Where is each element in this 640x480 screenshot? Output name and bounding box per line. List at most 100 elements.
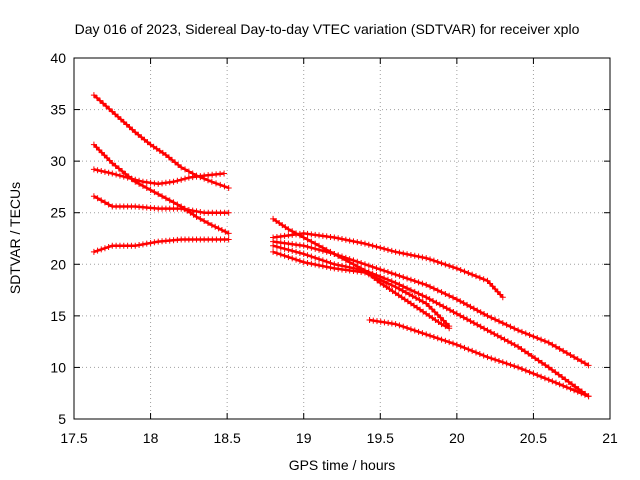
data-point: [508, 340, 515, 347]
data-point: [342, 254, 349, 261]
data-point: [113, 171, 120, 178]
data-point: [396, 249, 403, 256]
data-point: [388, 247, 395, 254]
data-point: [166, 179, 173, 186]
data-point: [105, 201, 112, 208]
data-point: [201, 217, 208, 224]
data-point: [342, 236, 349, 243]
data-point: [414, 304, 421, 311]
data-point: [392, 248, 399, 255]
data-point: [155, 191, 162, 198]
data-point: [440, 317, 447, 324]
data-point: [323, 248, 330, 255]
data-point: [530, 333, 537, 340]
data-point: [528, 352, 535, 359]
data-point: [365, 271, 372, 278]
data-point: [404, 298, 411, 305]
data-point: [484, 277, 491, 284]
data-point: [423, 310, 430, 317]
data-point: [388, 270, 395, 277]
data-point: [410, 302, 417, 309]
data-point: [465, 270, 472, 277]
data-point: [166, 197, 173, 204]
data-point: [555, 371, 562, 378]
data-point: [304, 236, 311, 243]
data-point: [178, 176, 185, 183]
data-point: [409, 293, 416, 300]
data-point: [213, 180, 220, 187]
data-point: [300, 230, 307, 237]
data-point: [276, 220, 283, 227]
data-point: [515, 327, 522, 334]
data-point: [492, 316, 499, 323]
data-point: [381, 278, 388, 285]
data-point: [491, 330, 498, 337]
data-point: [300, 242, 307, 249]
data-point: [319, 263, 326, 270]
data-point: [386, 286, 393, 293]
data-point: [331, 250, 338, 257]
data-point: [143, 240, 150, 247]
data-point: [323, 263, 330, 270]
data-point: [501, 336, 508, 343]
data-point: [304, 230, 311, 237]
data-point: [225, 230, 232, 237]
series-track-11: [366, 316, 592, 400]
data-point: [484, 327, 491, 334]
data-point: [503, 360, 510, 367]
data-point: [339, 266, 345, 273]
data-point: [419, 292, 426, 299]
data-point: [373, 274, 380, 281]
data-point: [327, 233, 334, 240]
data-point: [467, 303, 474, 310]
data-point: [308, 238, 315, 245]
data-point: [559, 374, 566, 381]
data-point: [178, 164, 185, 171]
data-point: [381, 319, 388, 326]
data-point: [426, 312, 433, 319]
data-point: [411, 278, 418, 285]
data-point: [446, 339, 453, 346]
data-point: [406, 291, 413, 298]
data-point: [477, 323, 484, 330]
data-point: [419, 254, 426, 261]
data-point: [552, 369, 559, 376]
data-point: [197, 209, 204, 216]
data-point: [365, 262, 372, 269]
data-point: [377, 318, 384, 325]
data-point: [474, 321, 481, 328]
data-point: [308, 244, 315, 251]
data-point: [498, 334, 505, 341]
data-point: [285, 226, 292, 233]
data-point: [436, 301, 443, 308]
data-point: [331, 265, 338, 272]
data-point: [384, 280, 391, 287]
data-point: [389, 288, 396, 295]
data-point: [457, 298, 464, 305]
data-point: [499, 320, 506, 327]
data-point: [443, 320, 450, 327]
data-point: [545, 339, 552, 346]
data-point: [277, 244, 284, 251]
data-point: [464, 301, 471, 308]
data-point: [109, 170, 116, 177]
data-point: [438, 260, 445, 267]
data-point: [450, 264, 457, 271]
data-point: [430, 257, 437, 264]
data-point: [464, 316, 471, 323]
data-point: [417, 306, 424, 313]
data-point: [511, 325, 518, 332]
data-point: [94, 247, 101, 254]
data-point: [182, 206, 189, 213]
data-point: [450, 308, 457, 315]
data-point: [289, 241, 296, 248]
data-point: [217, 181, 224, 188]
data-point: [442, 261, 449, 268]
data-point: [453, 310, 460, 317]
data-point: [499, 294, 506, 301]
data-point: [98, 168, 105, 175]
data-point: [90, 193, 97, 200]
data-point: [112, 111, 119, 118]
data-point: [170, 178, 177, 185]
data-point: [112, 162, 119, 169]
